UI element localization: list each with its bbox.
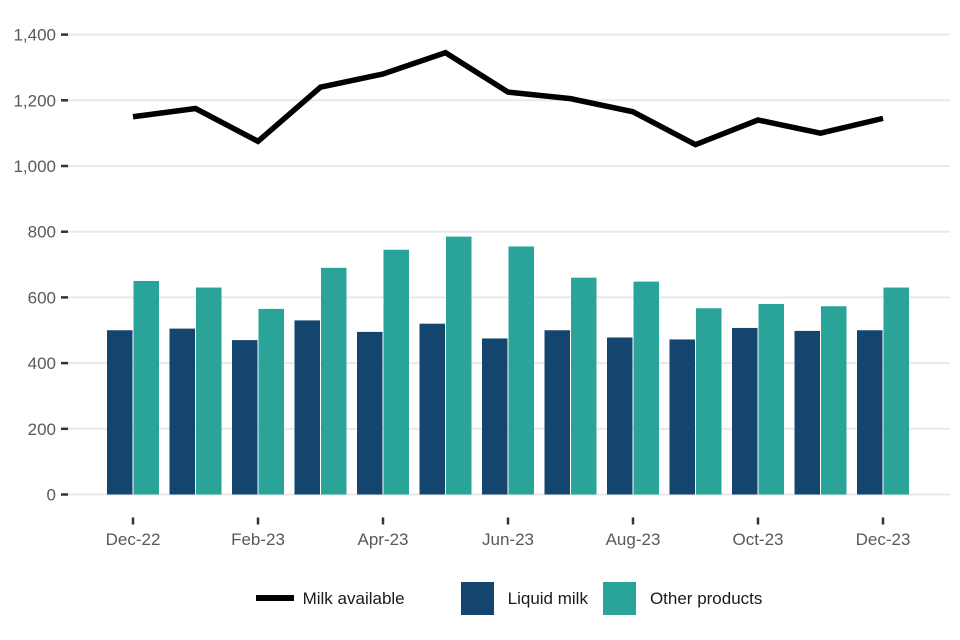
x-axis-label-aug-23: Aug-23 (606, 530, 661, 549)
legend-label-milk-available: Milk available (302, 588, 405, 608)
bar-liquid-milk-may-23 (419, 323, 445, 495)
bar-liquid-milk-jul-23 (544, 330, 570, 495)
bar-liquid-milk-mar-23 (294, 320, 320, 495)
bar-other-products-may-23 (446, 236, 472, 495)
bar-other-products-nov-23 (821, 306, 847, 495)
bar-liquid-milk-aug-23 (607, 337, 633, 495)
bar-liquid-milk-nov-23 (794, 330, 820, 495)
legend-item-liquid-milk: Liquid milk (460, 581, 588, 615)
y-axis-label-1400: 1,400 (13, 26, 56, 45)
bar-other-products-sep-23 (696, 308, 722, 495)
chart-legend: Milk available Liquid milk Other product… (68, 581, 950, 615)
bar-other-products-dec-23 (883, 287, 909, 495)
legend-line-swatch (255, 595, 294, 601)
y-axis-label-200: 200 (28, 420, 56, 439)
x-axis-label-dec-22: Dec-22 (106, 530, 161, 549)
x-axis-label-dec-23: Dec-23 (856, 530, 911, 549)
bar-other-products-oct-23 (758, 303, 784, 495)
x-axis-label-jun-23: Jun-23 (482, 530, 534, 549)
bar-liquid-milk-jun-23 (482, 338, 508, 495)
bar-liquid-milk-dec-23 (857, 330, 883, 495)
bar-other-products-aug-23 (633, 281, 659, 495)
legend-item-milk-available: Milk available (255, 582, 405, 615)
y-axis-label-0: 0 (47, 486, 56, 505)
legend-item-other-products: Other products (602, 581, 763, 615)
y-axis-label-600: 600 (28, 288, 56, 307)
bar-liquid-milk-apr-23 (357, 331, 383, 495)
y-axis-label-400: 400 (28, 354, 56, 373)
bar-other-products-jan-23 (196, 287, 222, 495)
legend-box-swatch-other-products (602, 581, 636, 615)
legend-label-other-products: Other products (649, 588, 763, 608)
y-axis-label-1200: 1,200 (13, 91, 56, 110)
bar-liquid-milk-sep-23 (669, 339, 695, 495)
bar-other-products-mar-23 (321, 267, 347, 495)
legend-label-liquid-milk: Liquid milk (507, 588, 588, 608)
y-axis-label-1000: 1,000 (13, 157, 56, 176)
bar-liquid-milk-jan-23 (169, 328, 195, 495)
line-milk-available (132, 49, 884, 148)
bar-other-products-jul-23 (571, 277, 597, 495)
bar-liquid-milk-feb-23 (232, 340, 258, 495)
bar-other-products-jun-23 (508, 246, 534, 495)
bar-other-products-dec-22 (133, 280, 159, 495)
x-axis-label-apr-23: Apr-23 (357, 530, 408, 549)
bar-other-products-apr-23 (383, 249, 409, 495)
legend-box-swatch-liquid-milk (460, 581, 494, 615)
bar-liquid-milk-dec-22 (107, 330, 133, 495)
bar-liquid-milk-oct-23 (732, 327, 758, 495)
y-axis-label-800: 800 (28, 223, 56, 242)
bar-other-products-feb-23 (258, 308, 284, 495)
x-axis-label-oct-23: Oct-23 (732, 530, 783, 549)
x-axis-label-feb-23: Feb-23 (231, 530, 285, 549)
plot-area: 0 200 400 600 800 1,000 1,200 1,400 Dec-22 Feb-23… (13, 26, 950, 549)
